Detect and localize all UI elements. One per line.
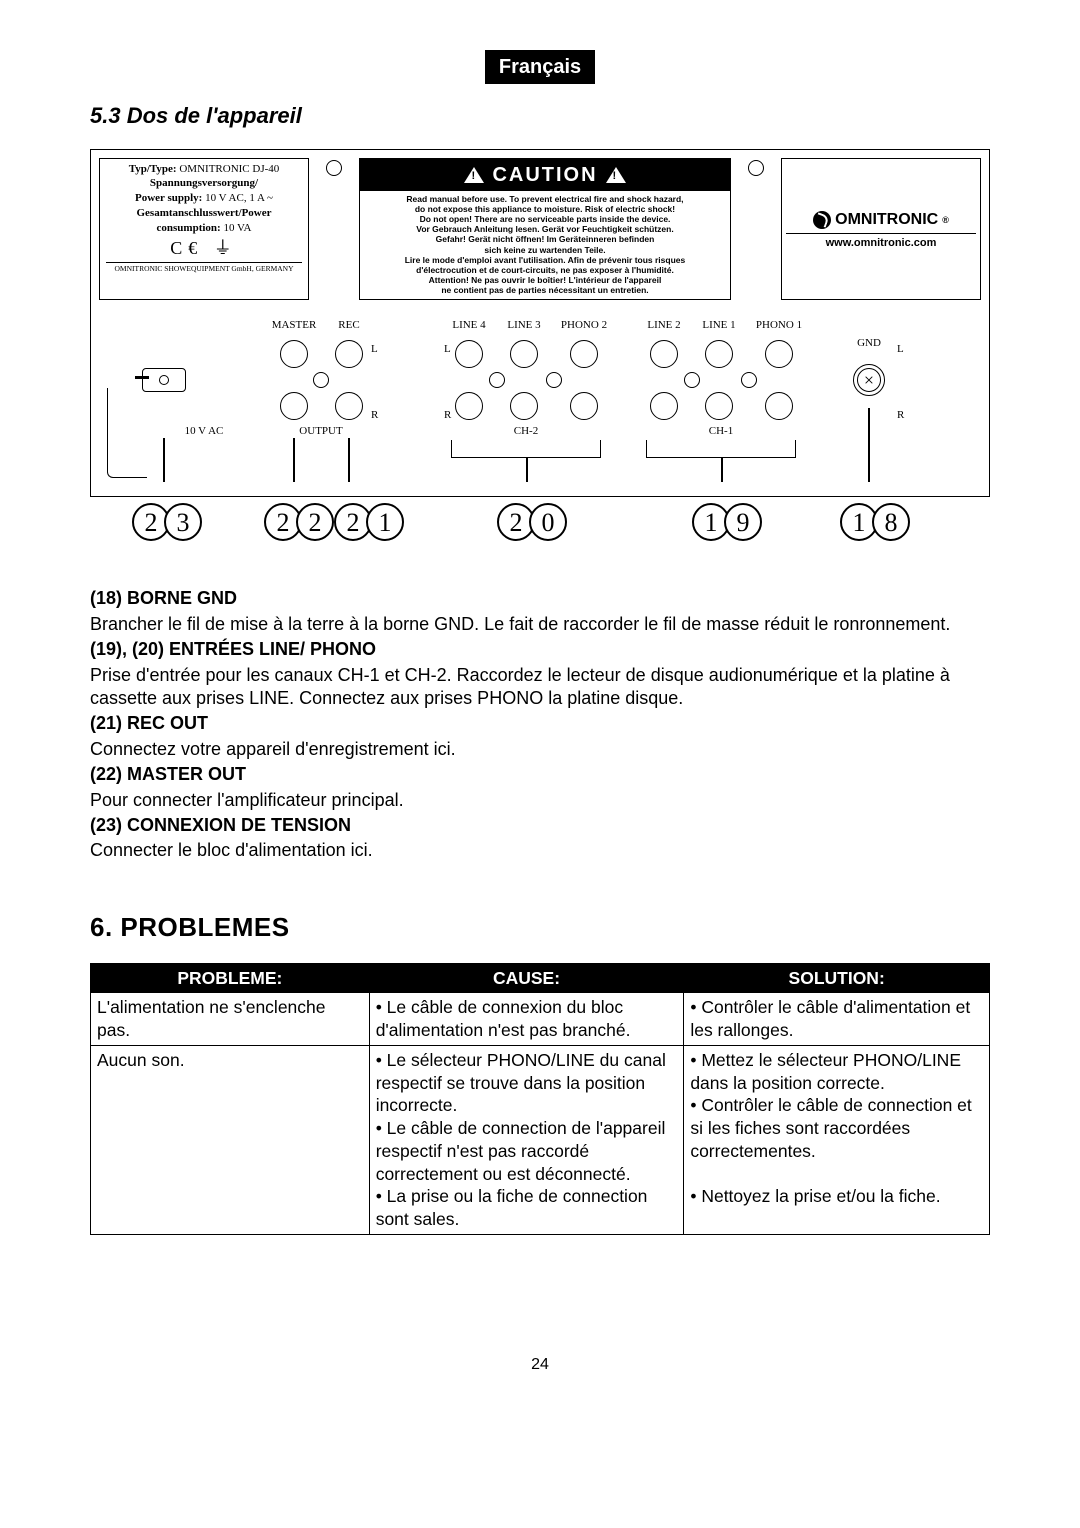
legend-definitions: (18) BORNE GND Brancher le fil de mise à… <box>90 587 990 862</box>
table-header-cause: CAUSE: <box>369 963 684 993</box>
table-header-problem: PROBLEME: <box>91 963 370 993</box>
line1-r <box>705 392 733 420</box>
caution-label: CAUTION Read manual before use. To preve… <box>359 158 731 301</box>
brand-logo-box: OMNITRONIC® www.omnitronic.com <box>781 158 981 301</box>
section-title: 5.3 Dos de l'appareil <box>90 102 990 131</box>
power-inlet <box>142 368 186 392</box>
line3-r <box>510 392 538 420</box>
table-row: Aucun son. • Le sélecteur PHONO/LINE du … <box>91 1045 990 1234</box>
line1-l <box>705 340 733 368</box>
screw-hole-left <box>326 160 342 176</box>
table-header-solution: SOLUTION: <box>684 963 990 993</box>
screw-hole-right <box>748 160 764 176</box>
phono2-l <box>570 340 598 368</box>
master-l-jack <box>280 340 308 368</box>
line4-l <box>455 340 483 368</box>
phono1-r <box>765 392 793 420</box>
phono1-l <box>765 340 793 368</box>
page-number: 24 <box>90 1355 990 1376</box>
omnitronic-logo-icon <box>813 211 831 229</box>
callout-numbers: 23 22 21 20 19 18 <box>90 503 990 561</box>
warning-icon <box>606 167 626 183</box>
gnd-terminal: × <box>853 364 885 396</box>
type-plate: Typ/Type: OMNITRONIC DJ-40 Spannungsvers… <box>99 158 309 301</box>
line3-l <box>510 340 538 368</box>
language-badge: Français <box>485 50 595 84</box>
problems-heading: 6. PROBLEMES <box>90 911 990 945</box>
connector-layout: MASTER REC L R OUTPUT LINE 4 LINE 3 PHON… <box>99 318 981 488</box>
output-center <box>313 372 329 388</box>
rec-r-jack <box>335 392 363 420</box>
line4-r <box>455 392 483 420</box>
table-row: L'alimentation ne s'enclenche pas. • Le … <box>91 993 990 1046</box>
warning-icon <box>464 167 484 183</box>
line2-r <box>650 392 678 420</box>
line2-l <box>650 340 678 368</box>
phono2-r <box>570 392 598 420</box>
rear-panel-diagram: Typ/Type: OMNITRONIC DJ-40 Spannungsvers… <box>90 149 990 498</box>
master-r-jack <box>280 392 308 420</box>
caution-text: Read manual before use. To prevent elect… <box>360 191 730 300</box>
troubleshooting-table: PROBLEME: CAUSE: SOLUTION: L'alimentatio… <box>90 963 990 1235</box>
rec-l-jack <box>335 340 363 368</box>
